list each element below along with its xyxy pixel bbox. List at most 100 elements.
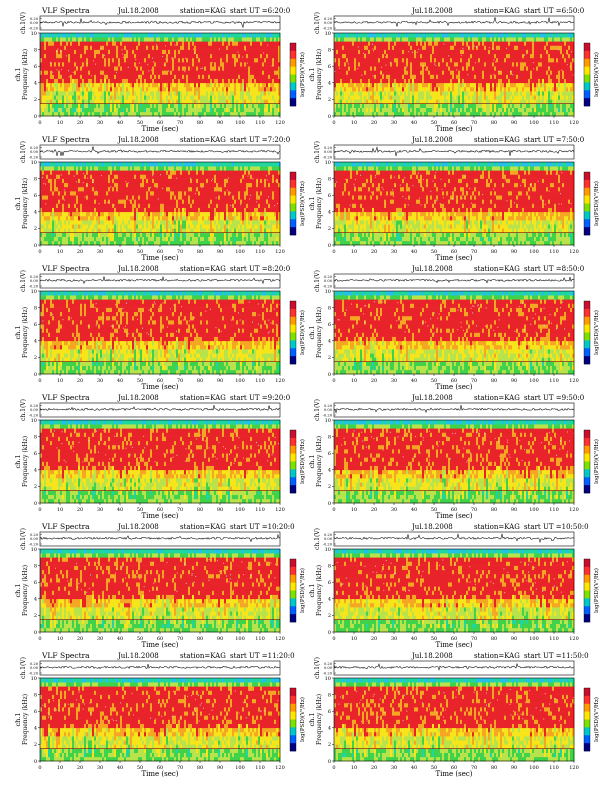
- heatmap-speckle: [200, 67, 202, 70]
- heatmap-cell: [46, 37, 49, 42]
- heatmap-cell: [152, 53, 155, 59]
- heatmap-cell: [458, 74, 461, 79]
- heatmap-cell: [338, 37, 341, 42]
- heatmap-cell: [170, 49, 173, 55]
- heatmap-cell: [252, 78, 255, 84]
- heatmap-cell: [146, 45, 149, 50]
- heatmap-cell: [204, 91, 207, 96]
- heatmap-cell: [172, 53, 175, 59]
- heatmap-cell: [540, 37, 543, 42]
- heatmap-cell: [106, 74, 109, 79]
- heatmap-cell: [454, 86, 457, 92]
- heatmap-cell: [232, 33, 235, 38]
- heatmap-cell: [472, 74, 475, 79]
- heatmap-cell: [274, 66, 277, 71]
- heatmap-cell: [388, 49, 391, 55]
- heatmap-cell: [428, 62, 431, 67]
- heatmap-cell: [120, 45, 123, 50]
- heatmap-cell: [172, 86, 175, 92]
- heatmap-cell: [420, 45, 423, 50]
- heatmap-cell: [104, 45, 107, 50]
- heatmap-cell: [338, 41, 341, 46]
- heatmap-cell: [478, 57, 481, 63]
- heatmap-cell: [488, 57, 491, 63]
- heatmap-cell: [222, 37, 225, 42]
- heatmap-cell: [228, 62, 231, 67]
- heatmap-cell: [494, 53, 497, 59]
- heatmap-cell: [342, 78, 345, 84]
- heatmap-cell: [424, 70, 427, 75]
- heatmap-cell: [60, 99, 63, 104]
- heatmap-cell: [216, 107, 219, 113]
- heatmap-cell: [130, 53, 133, 59]
- heatmap-cell: [138, 41, 141, 46]
- heatmap-cell: [252, 57, 255, 63]
- heatmap-cell: [110, 95, 113, 100]
- heatmap-cell: [46, 57, 49, 63]
- heatmap-cell: [168, 37, 171, 42]
- heatmap-cell: [386, 41, 389, 46]
- heatmap-cell: [364, 45, 367, 50]
- heatmap-cell: [202, 95, 205, 100]
- heatmap-cell: [524, 70, 527, 75]
- heatmap-cell: [390, 103, 393, 108]
- heatmap-cell: [430, 82, 433, 88]
- heatmap-cell: [242, 99, 245, 104]
- heatmap-cell: [492, 86, 495, 92]
- heatmap-speckle: [492, 48, 494, 50]
- heatmap-cell: [380, 107, 383, 113]
- heatmap-cell: [196, 91, 199, 96]
- heatmap-cell: [544, 70, 547, 75]
- heatmap-cell: [244, 74, 247, 79]
- heatmap-cell: [134, 74, 137, 79]
- heatmap-cell: [176, 70, 179, 75]
- heatmap-cell: [42, 91, 45, 96]
- heatmap-cell: [112, 78, 115, 84]
- heatmap-cell: [78, 45, 81, 50]
- heatmap-cell: [246, 66, 249, 71]
- heatmap-cell: [532, 95, 535, 100]
- heatmap-cell: [244, 86, 247, 92]
- heatmap-cell: [422, 62, 425, 67]
- heatmap-cell: [398, 78, 401, 84]
- heatmap-cell: [178, 62, 181, 67]
- heatmap-cell: [390, 62, 393, 67]
- heatmap-cell: [274, 45, 277, 50]
- heatmap-cell: [266, 49, 269, 55]
- heatmap-cell: [194, 91, 197, 96]
- heatmap-cell: [538, 37, 541, 42]
- heatmap-cell: [250, 37, 253, 42]
- heatmap-cell: [552, 62, 555, 67]
- heatmap-cell: [70, 66, 73, 71]
- heatmap-cell: [380, 45, 383, 50]
- heatmap-cell: [438, 107, 441, 113]
- heatmap-cell: [118, 53, 121, 59]
- heatmap-cell: [172, 33, 175, 38]
- heatmap-cell: [190, 53, 193, 59]
- heatmap-cell: [98, 66, 101, 71]
- heatmap-cell: [58, 91, 61, 96]
- heatmap-cell: [502, 57, 505, 63]
- heatmap-cell: [122, 78, 125, 84]
- heatmap-cell: [340, 74, 343, 79]
- heatmap-cell: [140, 78, 143, 84]
- heatmap-cell: [502, 91, 505, 96]
- heatmap-cell: [110, 86, 113, 92]
- heatmap-cell: [234, 95, 237, 100]
- heatmap-cell: [200, 53, 203, 59]
- heatmap-cell: [452, 53, 455, 59]
- heatmap-cell: [362, 95, 365, 100]
- heatmap-cell: [572, 49, 575, 55]
- heatmap-cell: [526, 95, 529, 100]
- heatmap-cell: [428, 70, 431, 75]
- heatmap-cell: [276, 86, 279, 92]
- heatmap-cell: [222, 33, 225, 38]
- heatmap-cell: [136, 111, 139, 117]
- heatmap-cell: [386, 62, 389, 67]
- heatmap-cell: [488, 99, 491, 104]
- heatmap-cell: [256, 95, 259, 100]
- heatmap-cell: [166, 74, 169, 79]
- heatmap-cell: [220, 62, 223, 67]
- heatmap-cell: [124, 107, 127, 113]
- heatmap-cell: [82, 95, 85, 100]
